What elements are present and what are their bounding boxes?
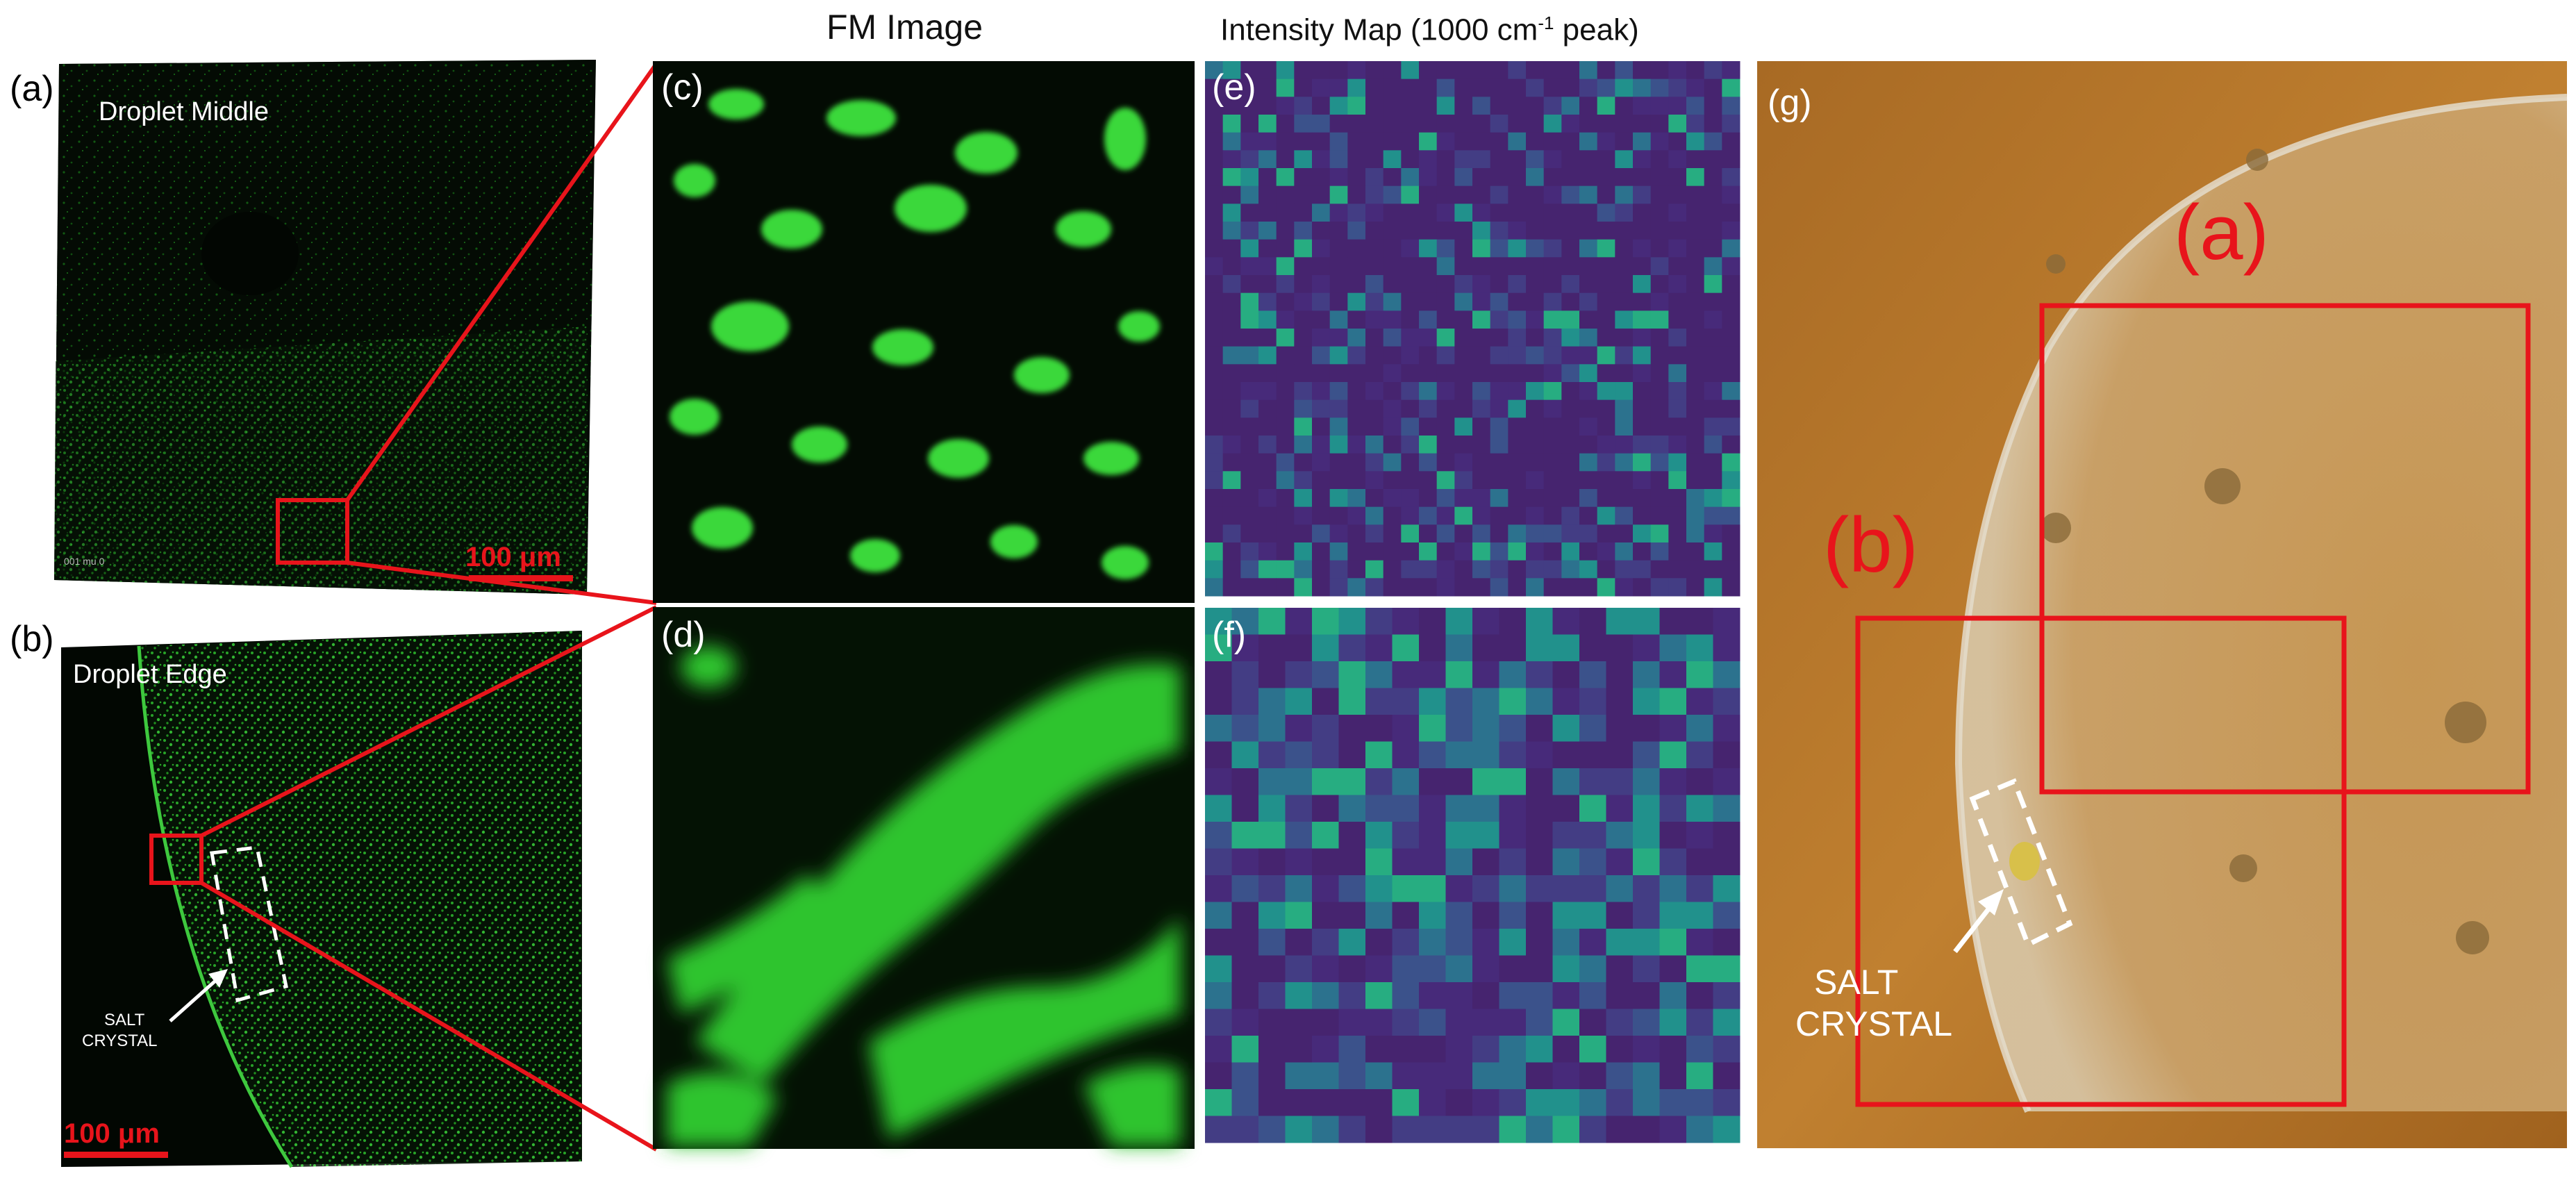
panel-a-zoom-box xyxy=(276,498,349,565)
panel-d-image xyxy=(653,607,1195,1149)
scale-bar-a xyxy=(469,575,573,581)
panel-g-salt-box xyxy=(1969,778,2073,948)
droplet-middle-label: Droplet Middle xyxy=(99,97,269,126)
panel-g-image xyxy=(1757,61,2568,1148)
intensity-map-header-text: Intensity Map (1000 cm xyxy=(1220,13,1538,47)
panel-b-zoom-box xyxy=(149,834,203,885)
salt-crystal-large-label-2: CRYSTAL xyxy=(1795,1004,1953,1043)
panel-g-box-a xyxy=(2039,303,2531,795)
panel-g-box-b xyxy=(1855,615,2347,1107)
panel-letter-a: (a) xyxy=(10,69,54,109)
overlay-label-a: (a) xyxy=(2174,189,2269,276)
panel-letter-c: (c) xyxy=(661,67,704,108)
scale-bar-b xyxy=(64,1152,168,1158)
overlay-label-b: (b) xyxy=(1823,502,1918,588)
panel-b-image xyxy=(61,631,582,1168)
panel-e-image xyxy=(1205,61,1740,597)
panel-letter-d: (d) xyxy=(661,615,706,655)
zoom-connectors xyxy=(200,63,658,1152)
fm-image-header: FM Image xyxy=(826,8,983,47)
panel-b-salt-box xyxy=(210,845,288,1003)
middle-tiny-text: 001 mu 0 xyxy=(64,556,105,567)
panel-letter-b: (b) xyxy=(10,619,54,659)
scale-bar-b-label: 100 μm xyxy=(64,1118,160,1149)
panel-f-image xyxy=(1205,608,1740,1143)
panel-c-image xyxy=(653,61,1195,603)
scale-bar-a-label: 100 μm xyxy=(465,542,561,572)
panel-letter-f: (f) xyxy=(1212,615,1247,655)
droplet-edge-label: Droplet Edge xyxy=(73,660,227,689)
intensity-map-header: Intensity Map (1000 cm-1 peak) xyxy=(1220,13,1639,48)
panel-a-image xyxy=(54,60,596,595)
panel-letter-e: (e) xyxy=(1212,67,1256,108)
salt-crystal-large-label-1: SALT xyxy=(1814,963,1899,1002)
intensity-map-header-superscript: -1 xyxy=(1538,13,1554,33)
salt-crystal-small-label-1: SALT xyxy=(104,1011,145,1029)
intensity-map-header-suffix: peak) xyxy=(1554,13,1639,47)
panel-letter-g: (g) xyxy=(1768,83,1812,123)
salt-crystal-small-label-2: CRYSTAL xyxy=(82,1031,158,1050)
